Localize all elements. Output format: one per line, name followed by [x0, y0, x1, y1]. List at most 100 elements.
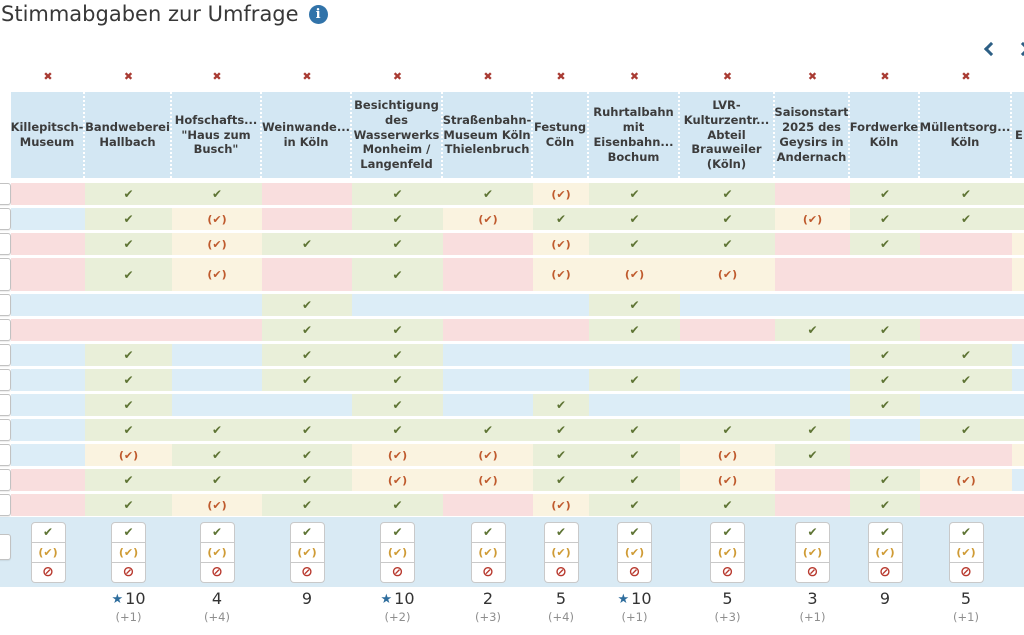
vote-yes-button[interactable]: ✔ [543, 521, 579, 543]
vote-yes-button[interactable]: ✔ [470, 521, 506, 543]
remove-option-button[interactable]: ✖ [392, 69, 403, 83]
check-icon: ✔ [123, 348, 134, 362]
vote-cell [920, 394, 1012, 416]
vote-deny-button[interactable]: ⊘ [470, 562, 506, 583]
deny-icon: ⊘ [301, 564, 313, 580]
vote-maybe-button[interactable]: (✔) [543, 542, 579, 563]
option-total-slot: ★ 10 (+1) [85, 591, 172, 624]
vote-deny-button[interactable]: ⊘ [795, 562, 830, 583]
remove-option-button[interactable]: ✖ [123, 69, 134, 83]
participant-vote-row: ✔ ✔ [11, 294, 1024, 316]
vote-cell [11, 369, 85, 391]
vote-cell: ✔ [262, 494, 352, 516]
remove-option-button[interactable]: ✖ [807, 69, 818, 83]
vote-deny-button[interactable]: ⊘ [30, 562, 66, 583]
remove-option-button[interactable]: ✖ [43, 69, 53, 83]
vote-yes-button[interactable]: ✔ [617, 521, 652, 543]
vote-maybe-button[interactable]: (✔) [380, 542, 415, 563]
check-icon: ✔ [629, 448, 640, 462]
option-score-delta: (+1) [953, 610, 979, 624]
check-icon: ✔ [879, 237, 891, 251]
info-icon[interactable]: i [308, 4, 328, 24]
vote-yes-button[interactable]: ✔ [289, 521, 325, 543]
participant-row-button[interactable] [0, 183, 11, 205]
vote-cell: (✔) [533, 183, 589, 205]
vote-maybe-button[interactable]: (✔) [867, 542, 903, 563]
scroll-right-button[interactable] [1015, 41, 1024, 57]
maybe-icon: (✔) [624, 545, 645, 559]
remove-option-button[interactable]: ✖ [212, 69, 222, 83]
vote-yes-button[interactable]: ✔ [111, 521, 146, 543]
vote-cell [1012, 258, 1024, 291]
vote-yes-button[interactable]: ✔ [199, 521, 235, 543]
remove-option-button[interactable]: ✖ [302, 69, 312, 83]
vote-cell: ✔ [352, 494, 443, 516]
vote-maybe-button[interactable]: (✔) [795, 542, 830, 563]
participant-row-button[interactable] [0, 394, 11, 416]
vote-deny-button[interactable]: ⊘ [380, 562, 415, 583]
vote-deny-button[interactable]: ⊘ [617, 562, 652, 583]
participant-row-button[interactable] [0, 233, 11, 255]
maybe-icon: (✔) [207, 545, 227, 559]
option-score: 9 [879, 589, 891, 608]
vote-deny-button[interactable]: ⊘ [543, 562, 579, 583]
option-total-slot: 5 (+4) [533, 591, 589, 624]
vote-maybe-button[interactable]: (✔) [470, 542, 506, 563]
vote-deny-button[interactable]: ⊘ [710, 562, 745, 583]
vote-cell: ✔ [352, 258, 443, 291]
vote-deny-button[interactable]: ⊘ [948, 562, 984, 583]
check-icon: ✔ [123, 373, 134, 387]
remove-option-button[interactable]: ✖ [556, 69, 566, 83]
check-icon: ✔ [392, 212, 403, 226]
vote-buttons-slot: ✔ (✔) ⊘ [85, 521, 172, 583]
vote-maybe-button[interactable]: (✔) [199, 542, 235, 563]
vote-yes-button[interactable]: ✔ [795, 521, 830, 543]
vote-maybe-button[interactable]: (✔) [111, 542, 146, 563]
remove-option-button[interactable]: ✖ [961, 69, 971, 83]
participant-row-button[interactable] [0, 444, 11, 466]
remove-option-button[interactable]: ✖ [722, 69, 733, 83]
vote-deny-button[interactable]: ⊘ [199, 562, 235, 583]
participant-row-button[interactable] [0, 258, 11, 291]
remove-option-button[interactable]: ✖ [483, 69, 493, 83]
vote-cell [680, 319, 775, 341]
participant-row-button[interactable] [0, 319, 11, 341]
vote-yes-button[interactable]: ✔ [867, 521, 903, 543]
check-icon: ✔ [722, 498, 733, 512]
vote-cell [1012, 233, 1024, 255]
vote-buttons-slot: ✔ (✔) ⊘ [11, 521, 85, 583]
vote-cell: ✔ [85, 183, 172, 205]
vote-yes-button[interactable]: ✔ [380, 521, 415, 543]
option-total: 9 [880, 591, 890, 607]
participant-row-button[interactable] [0, 534, 11, 560]
participant-row-button[interactable] [0, 494, 11, 516]
remove-option-button[interactable]: ✖ [880, 69, 890, 83]
remove-option-button[interactable]: ✖ [629, 69, 640, 83]
vote-deny-button[interactable]: ⊘ [289, 562, 325, 583]
vote-cell [443, 494, 533, 516]
participant-row-button[interactable] [0, 469, 11, 491]
check-icon: ✔ [555, 473, 567, 487]
participant-row-button[interactable] [0, 369, 11, 391]
participant-row-button[interactable] [0, 208, 11, 230]
vote-maybe-button[interactable]: (✔) [710, 542, 745, 563]
vote-maybe-button[interactable]: (✔) [617, 542, 652, 563]
vote-cell [85, 319, 172, 341]
vote-maybe-button[interactable]: (✔) [948, 542, 984, 563]
vote-cell [533, 319, 589, 341]
participant-row-button[interactable] [0, 344, 11, 366]
option-score-delta: (+4) [204, 610, 230, 624]
check-icon: ✔ [301, 348, 313, 362]
scroll-left-button[interactable] [983, 41, 999, 57]
check-icon: ✔ [301, 298, 313, 312]
vote-yes-button[interactable]: ✔ [30, 521, 66, 543]
check-icon: ✔ [629, 498, 640, 512]
vote-yes-button[interactable]: ✔ [948, 521, 984, 543]
vote-maybe-button[interactable]: (✔) [30, 542, 66, 563]
participant-row-button[interactable] [0, 294, 11, 316]
participant-row-button[interactable] [0, 419, 11, 441]
vote-deny-button[interactable]: ⊘ [867, 562, 903, 583]
vote-deny-button[interactable]: ⊘ [111, 562, 146, 583]
vote-yes-button[interactable]: ✔ [710, 521, 745, 543]
vote-maybe-button[interactable]: (✔) [289, 542, 325, 563]
